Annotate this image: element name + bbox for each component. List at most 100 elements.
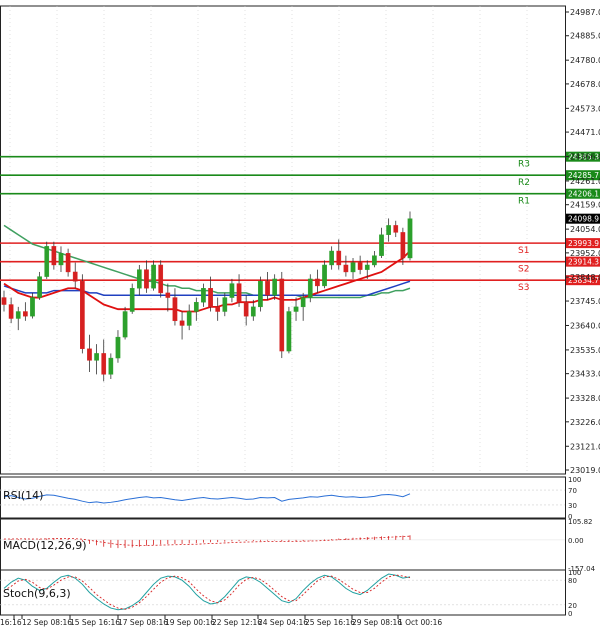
candle-bull <box>222 297 228 312</box>
candle-bear <box>101 353 107 375</box>
candle-bull <box>364 264 370 270</box>
level-price-box <box>566 188 600 199</box>
candle-bear <box>243 302 249 317</box>
stoch-label: Stoch(9,6,3) <box>3 587 71 600</box>
candle-bull <box>386 225 391 235</box>
candle-bull <box>108 357 114 375</box>
level-name-s3: S3 <box>518 283 529 293</box>
candle-bull <box>30 297 35 317</box>
candle-bull <box>258 281 263 308</box>
candle-bull <box>136 269 142 289</box>
y-tick-label: 24573.0 <box>570 104 600 113</box>
candle-bear <box>357 262 363 270</box>
level-name-s2: S2 <box>518 265 529 275</box>
candle-bear <box>208 288 213 308</box>
macd-label: MACD(12,26,9) <box>3 539 87 552</box>
stoch-d-line <box>3 574 411 610</box>
candle-bear <box>72 271 78 282</box>
candle-bull <box>250 306 256 317</box>
candle-bear <box>393 225 399 233</box>
candle-bear <box>1 297 7 305</box>
candle-bull <box>151 264 156 289</box>
candle-bull <box>307 278 313 298</box>
level-price-label: 23834.7 <box>568 276 599 285</box>
main-panel-frame <box>0 5 566 475</box>
candle-bear <box>236 283 242 303</box>
x-tick-label: 1 Oct 00:16 <box>398 618 442 627</box>
candle-bear <box>144 269 149 289</box>
candle-bull <box>44 246 50 277</box>
candle-bull <box>293 306 299 312</box>
candle-bear <box>158 264 164 294</box>
y-tick-label: 23640.0 <box>570 321 600 330</box>
level-price-box <box>566 151 600 162</box>
candle-bull <box>58 253 64 266</box>
candle-bear <box>65 253 71 273</box>
level-name-r1: R1 <box>518 197 530 207</box>
x-tick-label: 22 Sep 12:16 <box>212 618 262 627</box>
ma-red-line <box>3 250 411 313</box>
level-price-label: 24285.7 <box>568 171 599 180</box>
candle-bull <box>115 336 121 359</box>
macd-y-tick-label: 105.82 <box>568 518 593 526</box>
candle-bear <box>80 281 85 349</box>
level-price-box <box>566 238 600 249</box>
level-name-s1: S1 <box>518 246 529 256</box>
candle-bull <box>94 353 99 361</box>
level-price-label: 23914.3 <box>568 258 599 267</box>
candle-bull <box>372 255 377 266</box>
candle-bull <box>229 283 235 298</box>
y-tick-label: 23433.0 <box>570 370 600 379</box>
stoch-y-tick-label: 20 <box>568 602 577 610</box>
candle-bear <box>165 292 171 298</box>
candle-bear <box>343 264 349 273</box>
x-tick-label: 17 Sep 08:16 <box>118 618 168 627</box>
candle-bull <box>122 311 128 338</box>
y-tick-label: 24987.0 <box>570 8 600 17</box>
y-tick-label: 23952.0 <box>570 249 600 258</box>
candle-bull <box>193 302 199 312</box>
candle-bear <box>23 311 28 317</box>
x-tick-label: 15 Sep 16:16 <box>70 618 120 627</box>
level-price-box <box>566 275 600 286</box>
candle-bull <box>37 276 42 298</box>
candle-bull <box>286 311 292 352</box>
candle-bear <box>8 304 14 319</box>
rsi-y-tick-label: 100 <box>568 476 581 484</box>
candle-bull <box>379 234 384 256</box>
x-tick-label: 25 Sep 16:16 <box>305 618 355 627</box>
level-name-r3: R3 <box>518 160 530 170</box>
level-price-label: 23993.9 <box>568 239 599 248</box>
y-tick-label: 23226.0 <box>570 418 600 427</box>
candle-bear <box>51 246 57 266</box>
candle-bull <box>329 250 334 266</box>
y-tick-label: 24885.0 <box>570 32 600 41</box>
ma-blue-line <box>3 280 411 296</box>
y-tick-label: 23745.0 <box>570 297 600 306</box>
x-tick-label: 19 Sep 00:16 <box>165 618 215 627</box>
level-price-box <box>566 170 600 181</box>
y-tick-label: 24366.0 <box>570 153 600 162</box>
rsi-label: RSI(14) <box>3 489 43 502</box>
stoch-y-tick-label: 0 <box>568 610 572 618</box>
candle-bull <box>407 218 413 259</box>
rsi-line <box>3 493 411 504</box>
candle-bear <box>172 297 178 322</box>
rsi-panel-frame <box>0 476 566 519</box>
y-tick-label: 24261.0 <box>570 177 600 186</box>
y-tick-label: 23121.0 <box>570 442 600 451</box>
x-tick-label: 12 Sep 08:16 <box>22 618 72 627</box>
candle-bear <box>315 278 320 287</box>
stoch-y-tick-label: 80 <box>568 577 577 585</box>
rsi-y-tick-label: 0 <box>568 513 572 521</box>
rsi-y-tick-label: 30 <box>568 502 577 510</box>
candle-bear <box>87 348 92 361</box>
level-name-r2: R2 <box>518 178 530 188</box>
candle-bull <box>186 311 192 326</box>
candle-bull <box>350 262 356 273</box>
y-tick-label: 23019.0 <box>570 466 600 475</box>
candle-bull <box>129 288 135 312</box>
macd-y-tick-label: 0.00 <box>568 537 584 545</box>
x-tick-label: 24 Sep 04:16 <box>258 618 308 627</box>
